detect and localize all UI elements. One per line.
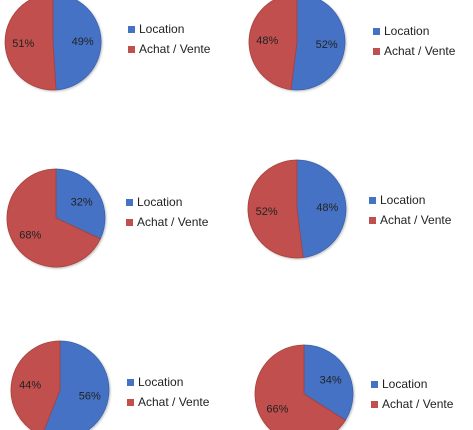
slice-location-3 (55, 168, 106, 240)
legend-location-label-1: Location (139, 22, 184, 36)
data-label-achat-vente-4: 52% (256, 206, 278, 218)
legend-2: Location Achat / Vente (373, 24, 456, 58)
pie-1 (4, 0, 102, 91)
data-label-location-2: 52% (316, 39, 338, 51)
legend-location-label-2: Location (384, 24, 429, 38)
legend-achat-vente-label-3: Achat / Vente (137, 215, 209, 229)
legend-location-label-6: Location (382, 377, 427, 391)
legend-location-swatch-4 (369, 197, 376, 204)
pie-chart-3: 32% 68% Location Achat / Vente (6, 168, 209, 268)
data-label-achat-vente-5: 44% (19, 379, 41, 391)
legend-location-swatch-1 (128, 26, 135, 33)
legend-4: Location Achat / Vente (369, 193, 452, 227)
slice-achat-vente-2 (248, 0, 298, 91)
legend-achat-vente-label-5: Achat / Vente (138, 395, 210, 409)
legend-achat-vente-swatch-2 (373, 48, 380, 55)
slice-achat-vente-1 (4, 0, 57, 91)
data-label-achat-vente-1: 51% (12, 38, 34, 50)
legend-achat-vente-swatch-1 (128, 46, 135, 53)
pie-5 (10, 340, 110, 430)
pie-2 (248, 0, 346, 91)
pie-chart-1: 49% 51% Location Achat / Vente (4, 0, 211, 91)
legend-1: Location Achat / Vente (128, 22, 211, 56)
legend-achat-vente-label-4: Achat / Vente (380, 213, 452, 227)
legend-location-swatch-2 (373, 28, 380, 35)
slice-achat-vente-3 (6, 168, 101, 268)
legend-achat-vente-swatch-4 (369, 217, 376, 224)
pie-chart-6: 34% 66% Location Achat / Vente (254, 344, 454, 430)
legend-5: Location Achat / Vente (127, 375, 210, 409)
legend-location-swatch-6 (371, 381, 378, 388)
pie-6 (254, 344, 354, 430)
legend-6: Location Achat / Vente (371, 377, 454, 411)
data-label-location-1: 49% (72, 36, 94, 48)
legend-achat-vente-label-6: Achat / Vente (382, 397, 454, 411)
legend-location-label-3: Location (137, 195, 182, 209)
data-label-achat-vente-3: 68% (19, 229, 41, 241)
legend-location-label-5: Location (138, 375, 183, 389)
slice-achat-vente-6 (254, 344, 346, 430)
legend-achat-vente-label-1: Achat / Vente (139, 42, 211, 56)
slice-location-1 (52, 0, 102, 91)
legend-location-label-4: Location (380, 193, 425, 207)
slice-achat-vente-5 (10, 340, 61, 430)
pie-chart-2: 52% 48% Location Achat / Vente (248, 0, 456, 91)
data-label-location-4: 48% (316, 202, 338, 214)
slice-location-2 (290, 0, 346, 91)
legend-3: Location Achat / Vente (126, 195, 209, 229)
legend-achat-vente-swatch-3 (126, 219, 133, 226)
slice-achat-vente-4 (247, 159, 304, 259)
legend-achat-vente-swatch-5 (127, 399, 134, 406)
data-label-location-3: 32% (71, 197, 93, 209)
slice-location-4 (296, 159, 347, 259)
data-label-location-6: 34% (320, 374, 342, 386)
data-label-achat-vente-6: 66% (266, 404, 288, 416)
legend-achat-vente-label-2: Achat / Vente (384, 44, 456, 58)
legend-achat-vente-swatch-6 (371, 401, 378, 408)
legend-location-swatch-3 (126, 199, 133, 206)
data-label-location-5: 56% (79, 391, 101, 403)
pie-chart-4: 48% 52% Location Achat / Vente (247, 159, 452, 259)
pie-4 (247, 159, 347, 259)
pie-3 (6, 168, 106, 268)
legend-location-swatch-5 (127, 379, 134, 386)
pie-chart-5: 56% 44% Location Achat / Vente (10, 340, 210, 430)
data-label-achat-vente-2: 48% (256, 35, 278, 47)
